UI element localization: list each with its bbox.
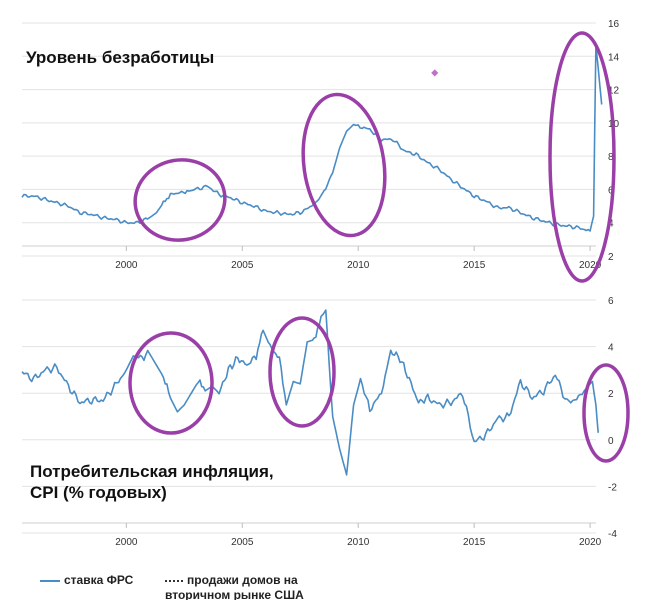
cpi-series-line-0	[21, 309, 599, 476]
cpi-highlight-ellipse-1	[268, 316, 336, 428]
cpi-x-tick-label-1: 2005	[231, 537, 254, 548]
cpi-highlight-ellipse-0	[128, 331, 214, 435]
cpi-y-tick-label-1: -2	[608, 482, 617, 493]
unemployment-y-tick-label-2: 6	[608, 185, 614, 196]
unemployment-x-tick-label-0: 2000	[115, 260, 138, 271]
cpi-highlight-ellipse-2	[582, 363, 630, 463]
cpi-x-tick-label-0: 2000	[115, 537, 138, 548]
unemployment-highlight-ellipse-0	[133, 158, 227, 242]
legend-item-home-sales: продажи домов на вторичном рынке США	[165, 573, 345, 600]
unemployment-y-tick-label-3: 8	[608, 152, 614, 163]
cpi-highlights	[128, 316, 630, 463]
legend-item-fed-rate: ставка ФРС	[40, 573, 133, 587]
cpi-y-tick-label-0: -4	[608, 529, 617, 540]
cpi-x-tick-label-4: 2020	[579, 537, 602, 548]
cpi-x-tick-label-3: 2015	[463, 537, 486, 548]
cpi-gridlines	[22, 299, 596, 534]
legend-label-home-sales: продажи домов на вторичном рынке США	[165, 573, 304, 600]
unemployment-y-tick-label-1: 4	[608, 219, 614, 230]
unemployment-y-tick-label-5: 12	[608, 86, 620, 97]
unemployment-highlight-ellipse-1	[301, 92, 387, 238]
cpi-title-line-1: Потребительская инфляция,	[30, 462, 274, 481]
cpi-chart-title: Потребительская инфляция, CPI (% годовых…	[30, 461, 274, 503]
cpi-axes: -4 -2 0 2 4 6 2000 2005 2010 2015 2020	[22, 296, 617, 548]
legend-line-solid-icon	[40, 579, 60, 582]
unemployment-y-tick-label-0: 2	[608, 252, 614, 263]
cpi-title-line-2: CPI (% годовых)	[30, 483, 167, 502]
cpi-plot	[21, 309, 599, 476]
cpi-y-tick-label-2: 0	[608, 436, 614, 447]
unemployment-highlight-ellipse-2	[548, 31, 616, 283]
unemployment-highlights	[133, 31, 616, 283]
unemployment-x-tick-label-4: 2020	[579, 260, 602, 271]
unemployment-x-tick-label-1: 2005	[231, 260, 254, 271]
cpi-y-tick-label-4: 4	[608, 343, 614, 354]
unemployment-x-tick-label-3: 2015	[463, 260, 486, 271]
cpi-y-tick-label-3: 2	[608, 389, 614, 400]
unemployment-x-tick-label-2: 2010	[347, 260, 370, 271]
unemployment-y-tick-label-6: 14	[608, 52, 620, 63]
cpi-x-tick-label-2: 2010	[347, 537, 370, 548]
unemployment-chart-title: Уровень безработицы	[26, 48, 215, 67]
unemployment-y-tick-label-7: 16	[608, 19, 620, 30]
cpi-y-tick-label-5: 6	[608, 296, 614, 307]
legend-line-dotted-icon	[165, 579, 183, 582]
unemployment-marker-point	[431, 69, 439, 77]
legend-label-fed-rate: ставка ФРС	[64, 573, 134, 587]
